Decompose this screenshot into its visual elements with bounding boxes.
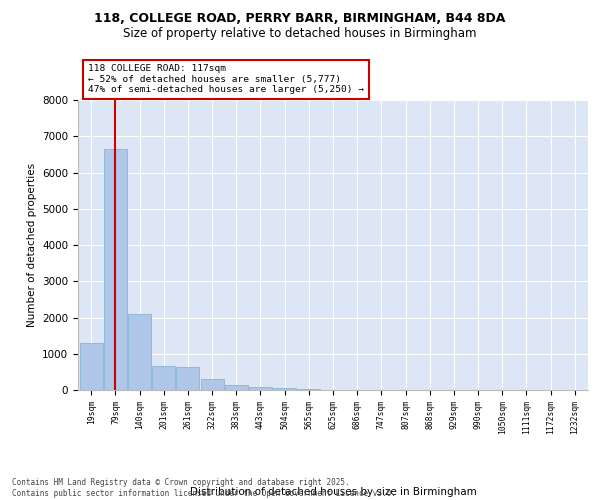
Bar [80,343,103,390]
Text: 118, COLLEGE ROAD, PERRY BARR, BIRMINGHAM, B44 8DA: 118, COLLEGE ROAD, PERRY BARR, BIRMINGHA… [94,12,506,26]
Bar [104,149,127,390]
Bar [128,314,151,390]
Text: Size of property relative to detached houses in Birmingham: Size of property relative to detached ho… [123,28,477,40]
Bar [200,380,224,390]
Text: Contains HM Land Registry data © Crown copyright and database right 2025.
Contai: Contains HM Land Registry data © Crown c… [12,478,396,498]
Bar [273,388,296,390]
Y-axis label: Number of detached properties: Number of detached properties [26,163,37,327]
X-axis label: Distribution of detached houses by size in Birmingham: Distribution of detached houses by size … [190,486,476,496]
Bar [249,386,272,390]
Bar [225,386,248,390]
Bar [176,367,199,390]
Text: 118 COLLEGE ROAD: 117sqm
← 52% of detached houses are smaller (5,777)
47% of sem: 118 COLLEGE ROAD: 117sqm ← 52% of detach… [88,64,364,94]
Bar [152,366,175,390]
